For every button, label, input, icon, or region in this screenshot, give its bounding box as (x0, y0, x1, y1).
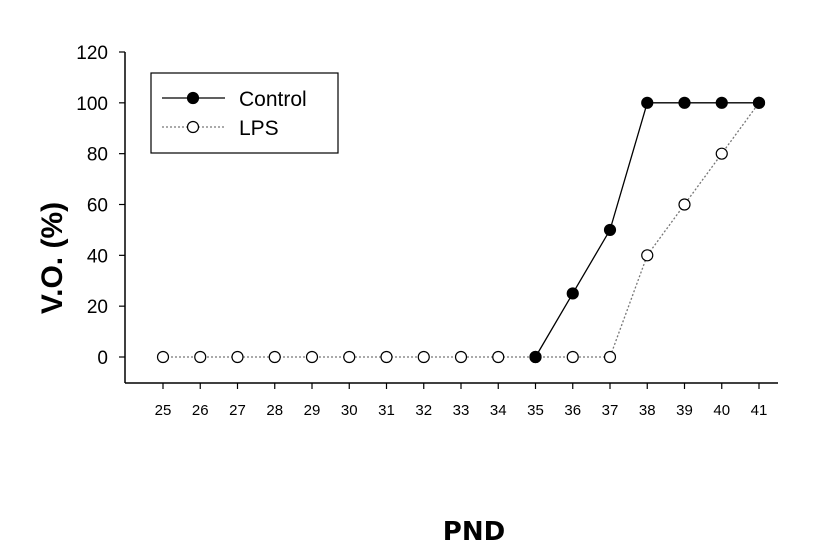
data-point-control (603, 223, 617, 237)
x-tick-label: 29 (304, 402, 321, 419)
data-point-lps (603, 350, 617, 364)
data-point-lps (268, 350, 281, 364)
legend-box (150, 72, 339, 154)
y-tick-label: 100 (76, 94, 108, 115)
x-tick-label: 35 (527, 402, 544, 419)
y-tick-label: 60 (87, 196, 108, 217)
data-point-lps (343, 350, 356, 364)
x-tick-label: 32 (415, 402, 432, 419)
x-tick-label: 30 (341, 402, 358, 419)
x-axis-label: PND (443, 517, 505, 547)
x-tick-label: 27 (229, 402, 246, 419)
x-tick-label: 26 (192, 402, 209, 419)
data-point-control (752, 96, 766, 109)
data-point-lps (380, 350, 393, 364)
data-point-lps (454, 350, 468, 364)
data-point-control (678, 96, 691, 109)
plot-frame (124, 52, 778, 384)
legend-control-marker (186, 91, 200, 105)
y-tick-label: 80 (87, 145, 108, 166)
x-tick-label: 38 (639, 402, 656, 419)
x-tick-label: 25 (155, 402, 172, 419)
x-tick-label: 41 (751, 402, 768, 419)
data-point-control (641, 96, 654, 109)
x-tick-label: 39 (676, 402, 693, 419)
data-point-control (566, 287, 579, 300)
data-point-lps (194, 350, 207, 364)
x-tick-label: 28 (266, 402, 283, 419)
data-point-lps (417, 350, 430, 364)
y-tick-label: 20 (87, 297, 108, 318)
y-tick-label: 120 (76, 43, 108, 64)
y-ticks: 0 20 40 60 80 100 120 (76, 43, 125, 369)
legend: Control LPS (150, 72, 339, 154)
data-point-lps (492, 350, 505, 364)
data-point-lps (156, 350, 170, 364)
data-point-lps (566, 350, 579, 364)
x-tick-label: 37 (602, 402, 619, 419)
x-tick-label: 31 (378, 402, 395, 419)
series-points (156, 96, 766, 364)
data-point-control (715, 96, 728, 109)
x-tick-label: 33 (453, 402, 470, 419)
y-axis-label: V.O. (%) (36, 202, 69, 314)
legend-lps-label: LPS (239, 117, 279, 140)
y-tick-label: 40 (87, 246, 108, 267)
data-point-control (529, 350, 542, 364)
x-tick-label: 36 (564, 402, 581, 419)
data-point-lps (678, 198, 691, 211)
series-line-control (534, 102, 759, 358)
data-point-lps (231, 350, 244, 364)
data-point-lps (305, 350, 319, 364)
x-tick-label: 34 (490, 402, 507, 419)
y-tick-label: 0 (97, 348, 108, 369)
x-ticks: 25 26 27 28 29 30 31 32 33 34 35 36 37 38 39 40 41 (155, 383, 768, 419)
x-tick-label: 40 (713, 402, 730, 419)
legend-control-label: Control (239, 88, 307, 111)
data-point-lps (641, 249, 654, 262)
data-point-lps (715, 147, 728, 160)
legend-lps-marker (186, 120, 200, 134)
